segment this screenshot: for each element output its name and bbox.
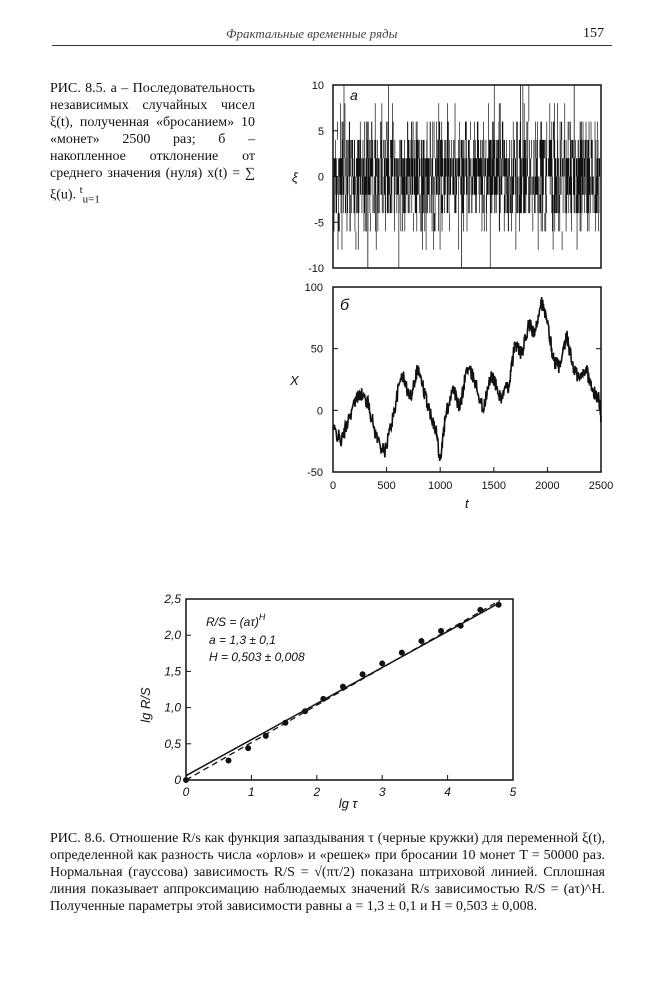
panel-b-xtick-label: 1000 bbox=[428, 480, 452, 492]
rs-point bbox=[418, 637, 425, 644]
figure-8-6-frame bbox=[185, 598, 514, 781]
figure-8-5-caption-a: а – Последовательность независимых случа… bbox=[50, 81, 255, 147]
fig86-xtick-label: 5 bbox=[510, 785, 517, 799]
rs-point bbox=[225, 757, 232, 764]
fig86-ytick-label: 1,0 bbox=[164, 701, 181, 715]
panel-b-ylabel: X bbox=[289, 373, 300, 388]
formula: R/S = (aτ)H bbox=[206, 612, 266, 629]
rs-point bbox=[339, 683, 346, 690]
panel-a-ytick-label: 5 bbox=[318, 126, 324, 138]
gaussian-dashed-line bbox=[185, 599, 501, 781]
figure-8-5-caption-b: б – накопленное отклонение от среднего з… bbox=[50, 132, 255, 203]
panel-a-ytick-label: 10 bbox=[312, 80, 324, 92]
rs-point bbox=[262, 732, 269, 739]
panel-b-ytick-label: 100 bbox=[305, 282, 323, 294]
panel-b-trace bbox=[332, 296, 602, 462]
running-header-title: Фрактальные временные ряды bbox=[226, 26, 398, 41]
fig86-xtick-label: 3 bbox=[379, 785, 386, 799]
panel-a-ytick-label: 0 bbox=[318, 172, 324, 184]
page-number: 157 bbox=[583, 26, 604, 41]
rs-point bbox=[282, 719, 289, 726]
figure-8-6-xlabel: lg τ bbox=[339, 796, 359, 811]
rs-point bbox=[438, 627, 445, 634]
rs-point bbox=[302, 708, 309, 715]
param-a: a = 1,3 ± 0,1 bbox=[209, 633, 276, 647]
panel-a-ytick-label: -5 bbox=[314, 217, 324, 229]
rs-point bbox=[359, 671, 366, 678]
rs-point bbox=[398, 649, 405, 656]
rs-point bbox=[320, 695, 327, 702]
rs-point bbox=[379, 660, 386, 667]
fig86-ytick-label: 2,5 bbox=[163, 592, 181, 606]
rs-point bbox=[477, 606, 484, 613]
figure-8-6-caption: РИС. 8.6. Отношение R/s как функция запа… bbox=[50, 831, 605, 914]
panel-b-xtick-label: 2500 bbox=[589, 480, 613, 492]
sum-lower-limit: u=1 bbox=[82, 193, 100, 206]
panel-a-yticks: 10 5 0 -5 -10 bbox=[308, 80, 338, 275]
panel-a: a ξ 10 5 0 -5 -10 bbox=[292, 80, 602, 275]
sum-upper-limit: t bbox=[79, 184, 83, 196]
header-rule bbox=[52, 45, 612, 46]
panel-b-xtick-label: 2000 bbox=[535, 480, 559, 492]
param-h: H = 0,503 ± 0,008 bbox=[209, 650, 305, 664]
fig86-xtick-label: 1 bbox=[248, 785, 255, 799]
formula-exponent: H bbox=[259, 612, 266, 622]
fig86-ytick-label: 2,0 bbox=[163, 628, 181, 642]
panel-b-ytick-label: 0 bbox=[317, 405, 323, 417]
panel-a-ytick-label: -10 bbox=[308, 263, 324, 275]
noise-segments bbox=[333, 85, 601, 268]
rs-point bbox=[495, 601, 502, 608]
panel-b-frame bbox=[332, 286, 602, 473]
panel-a-ylabel: ξ bbox=[292, 170, 299, 185]
panel-b-ytick-label: 50 bbox=[311, 344, 323, 356]
panel-b-xtick-label: 0 bbox=[330, 480, 336, 492]
formula-main: R/S = (aτ) bbox=[206, 615, 259, 629]
rs-point bbox=[245, 745, 252, 752]
fig86-xtick-label: 0 bbox=[183, 785, 190, 799]
figure-8-5-caption: РИС. 8.5. а – Последовательность независ… bbox=[50, 80, 255, 208]
figure-8-5-label: РИС. 8.5. bbox=[50, 81, 107, 96]
fig86-ytick-label: 1,5 bbox=[164, 664, 181, 678]
panel-a-letter: a bbox=[350, 87, 358, 103]
fig86-xtick-label: 4 bbox=[444, 785, 451, 799]
panel-b-ytick-label: -50 bbox=[307, 467, 323, 479]
fig86-xtick-label: 2 bbox=[312, 785, 320, 799]
panel-b-xtick-label: 1500 bbox=[482, 480, 506, 492]
rs-point bbox=[457, 622, 464, 629]
figure-8-6-ylabel: lg R/S bbox=[138, 687, 153, 723]
figure-8-6-ticks: 0 1 2 3 4 5 0 0,5 1,0 1,5 2,0 2,5 bbox=[163, 592, 516, 799]
fig86-ytick-label: 0 bbox=[174, 773, 181, 787]
panel-a-trace bbox=[333, 85, 601, 268]
panel-b-xlabel: t bbox=[465, 496, 470, 511]
fig86-ytick-label: 0,5 bbox=[164, 737, 181, 751]
figure-8-6-plot: 0 1 2 3 4 5 0 0,5 1,0 1,5 2,0 2,5 R/S = (aτ)H a = 1… bbox=[138, 592, 517, 811]
panel-b-xtick-label: 500 bbox=[377, 480, 395, 492]
rs-points bbox=[183, 601, 502, 783]
panel-b-letter: б bbox=[340, 297, 350, 314]
